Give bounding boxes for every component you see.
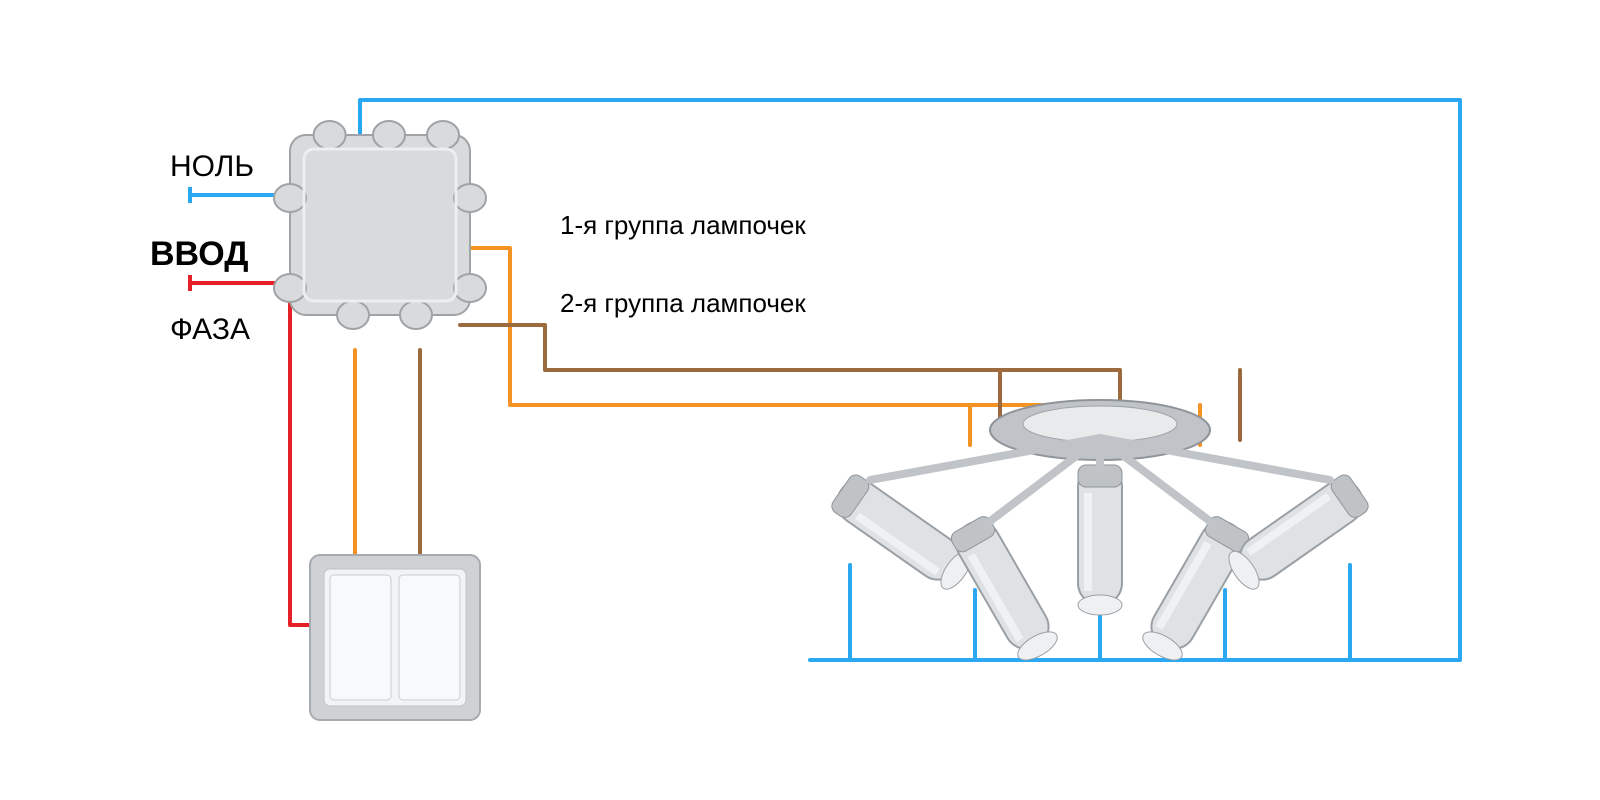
- label-group2: 2-я группа лампочек: [560, 288, 806, 319]
- label-neutral: НОЛЬ: [170, 150, 254, 184]
- label-input: ВВОД: [150, 235, 248, 274]
- label-group1: 1-я группа лампочек: [560, 210, 806, 241]
- double-switch: [310, 555, 480, 720]
- label-phase: ФАЗА: [170, 313, 250, 347]
- wiring-diagram: [0, 0, 1600, 800]
- junction-box: [274, 121, 486, 329]
